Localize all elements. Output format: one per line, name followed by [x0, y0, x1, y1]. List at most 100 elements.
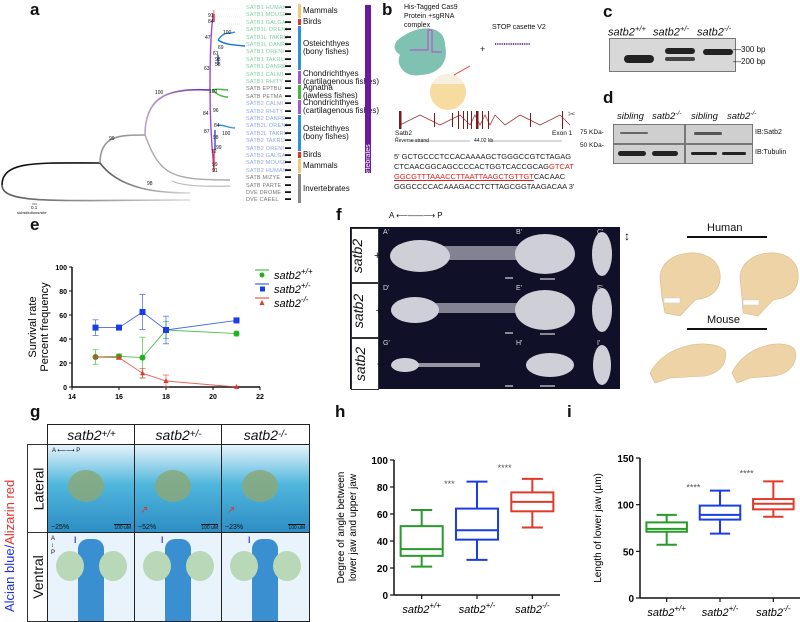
x-tick-label: satb2-/-	[515, 601, 550, 616]
organism-silhouette-icon: ▬	[285, 70, 292, 77]
dv-axis-arrow: ↕	[624, 229, 630, 243]
organism-silhouette-icon: ▬	[285, 55, 292, 62]
group-bar	[298, 174, 301, 203]
data-point	[92, 324, 99, 331]
bootstrap-value: 91	[212, 168, 218, 174]
tree-branch-root	[1, 162, 101, 186]
group-label: Birds	[303, 150, 322, 160]
human-divider	[687, 236, 767, 238]
organism-silhouette-icon: ▬	[285, 152, 292, 158]
scale-bar-label: 100 uM	[114, 524, 131, 531]
organism-silhouette-icon: ▬	[285, 18, 292, 25]
bootstrap-value: 84	[214, 123, 220, 129]
g-col-header-het: satb2 +/-	[134, 424, 223, 445]
bootstrap-value: 100	[223, 30, 232, 36]
panel-label-i: i	[567, 402, 572, 421]
taxon-label: SATB1 TAKRU	[246, 56, 285, 63]
g-row-label-lateral: Lateral	[27, 444, 49, 534]
y-tick-label: 0	[63, 385, 67, 392]
organism-silhouette-icon: ▬	[285, 174, 292, 181]
head-cartilage	[165, 539, 191, 621]
gel-image	[609, 38, 736, 72]
y-axis-label: Length of lower jaw (µm)	[593, 473, 604, 583]
data-point	[233, 317, 240, 324]
g-row-label-ventral: Ventral	[27, 532, 49, 622]
y-tick-label: 80	[59, 289, 67, 296]
scale-value: 0.1	[31, 205, 38, 210]
subpanel-label: I'	[597, 340, 601, 347]
x-tick-label: satb2+/+	[402, 601, 441, 616]
mouse-skull-mutant	[731, 343, 796, 384]
human-skull-mutant	[739, 252, 799, 317]
y-tick-label: 60	[59, 313, 67, 320]
eye-right	[273, 551, 301, 581]
blot-tubulin-left	[613, 144, 685, 164]
ct-scan-images	[390, 232, 612, 387]
human-skull-normal	[659, 252, 721, 317]
panel-label-a: a	[30, 0, 40, 19]
ap-axis-lateral: A ⟵⟶ P	[52, 448, 81, 454]
bootstrap-value: 87	[204, 129, 210, 135]
data-point	[163, 327, 169, 333]
taxon-label: SATB1L DANRE	[246, 42, 290, 48]
taxon-label: SATB1 RHITY	[246, 79, 284, 85]
data-point	[234, 384, 239, 389]
ct-head-wt	[515, 234, 575, 274]
group-bar	[298, 100, 301, 114]
taxon-label: SATB2L ORENI	[246, 123, 288, 130]
taxon-label: SATB1L TAKRU	[246, 34, 288, 41]
bootstrap-value: 72	[211, 149, 217, 155]
organism-silhouette-icon: ▬	[285, 159, 292, 166]
organism-silhouette-icon: ▬	[285, 144, 292, 151]
organism-silhouette-icon: ▬	[285, 4, 292, 10]
bootstrap-value: 98	[215, 57, 221, 63]
taxon-label: SATB1 DANRE	[246, 64, 286, 71]
x-tick-label: 20	[209, 394, 217, 400]
taxon-label: SATB PARTE	[246, 182, 282, 189]
box	[698, 504, 742, 521]
ventral-stain-image: I	[221, 532, 310, 622]
blot-lane-label-3: sibling	[691, 111, 718, 123]
box	[399, 525, 444, 557]
group-bar	[298, 85, 301, 100]
organism-silhouette-icon: ▬	[285, 11, 292, 18]
gel-lane-label-1: satb2+/+	[608, 24, 647, 39]
head-cartilage	[252, 539, 278, 621]
group-bar	[298, 70, 301, 85]
y-axis-label: Percent frequency	[39, 282, 51, 372]
jaw-measure-icon: I	[74, 535, 77, 545]
group-label: Invertebrates	[303, 183, 350, 193]
group-bar	[298, 159, 301, 174]
data-point	[116, 324, 122, 331]
sequence-line-4: GGGCCCCACAAAGACCTCTTAGCGGTAAGACAA 3'	[394, 182, 575, 191]
gel-lane-label-3: satb2-/-	[697, 24, 732, 39]
eye-right	[99, 551, 127, 581]
blot-satb2-left	[613, 124, 685, 144]
taxon-label: SATB2 TAKRU	[246, 138, 285, 145]
legend-marker	[259, 272, 265, 278]
ct-row-label-het: satb2 +/-	[350, 283, 389, 338]
x-tick-label: 16	[115, 394, 123, 400]
organism-silhouette-icon: ▬	[285, 63, 292, 70]
group-label: Birds	[303, 17, 322, 26]
gel-band	[665, 48, 695, 54]
x-tick-label: satb2+/+	[647, 604, 686, 619]
organism-silhouette-icon: ▬	[285, 166, 292, 173]
panel-label-f: f	[336, 205, 342, 224]
bootstrap-value: 84	[203, 111, 209, 117]
bootstrap-value: 99	[109, 136, 115, 142]
organism-silhouette-icon: ▬	[285, 92, 292, 99]
gel-band	[665, 57, 695, 61]
ap-axis-f: A ⟵——⟶ P	[389, 211, 443, 220]
panel-label-h: h	[335, 402, 346, 421]
sgrna-shape	[410, 29, 442, 53]
panel-label-e: e	[30, 215, 40, 234]
organism-silhouette-icon: ▬	[285, 33, 292, 40]
tree-branch-vertebrates	[144, 88, 211, 136]
taxon-label: SATB2 HUMAN	[246, 167, 287, 174]
head-cartilage	[78, 539, 104, 621]
organism-silhouette-icon: ▬	[285, 85, 292, 92]
jaw-measure-icon: I	[161, 535, 164, 545]
ct-ventral-ko	[593, 345, 611, 385]
taxon-label: SATB2 MOUSE	[246, 160, 287, 167]
